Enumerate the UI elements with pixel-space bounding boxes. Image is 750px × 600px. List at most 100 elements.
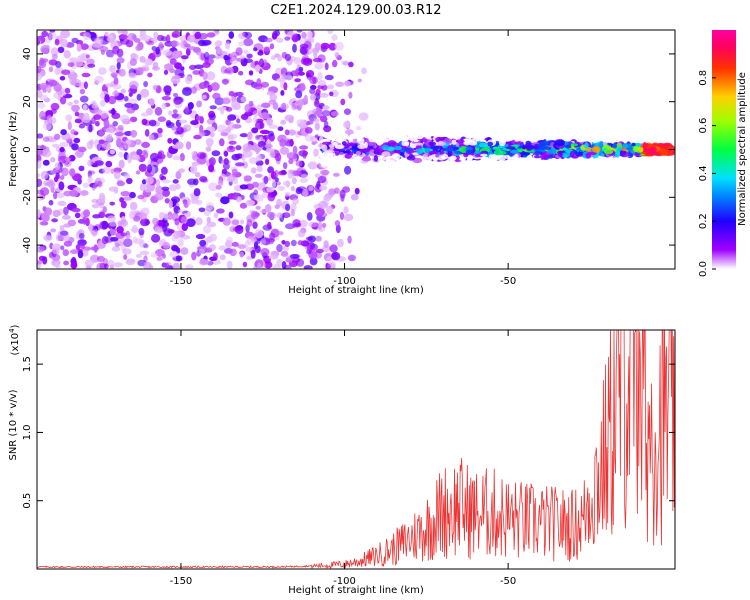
- spectrogram-cell: [187, 34, 196, 43]
- spectrogram-cell: [164, 91, 171, 96]
- spectrogram-cell: [282, 180, 291, 187]
- spectrogram-cell: [152, 66, 160, 71]
- spectrogram-cell: [157, 127, 163, 134]
- spectrogram-cell: [246, 219, 253, 227]
- spectrogram-cell: [309, 88, 316, 95]
- spectrogram-cell: [274, 177, 279, 183]
- spectrogram-cell: [175, 255, 182, 262]
- spectrogram-cell: [67, 101, 74, 107]
- spectrogram-cell: [525, 144, 533, 151]
- spectrogram-cell: [304, 126, 313, 134]
- spectrogram-cell: [327, 30, 334, 35]
- spectrogram-cell: [268, 254, 279, 260]
- spectrogram-cell: [631, 142, 636, 147]
- spectrogram-cell: [229, 57, 239, 65]
- spectrogram-cell: [227, 114, 237, 121]
- spectrogram-cell: [569, 150, 575, 158]
- spectrogram-cell: [169, 58, 177, 65]
- spectrogram-cell: [87, 175, 93, 184]
- spectrogram-cell: [344, 153, 352, 159]
- spectrogram-cell: [141, 179, 147, 185]
- spectrogram-cell: [277, 185, 285, 191]
- spectrogram-cell: [140, 112, 149, 117]
- spectrogram-cell: [116, 62, 121, 70]
- spectrogram-cell: [253, 47, 258, 52]
- spectrogram-cell: [80, 43, 89, 50]
- spectrogram-cell: [157, 116, 166, 122]
- spectrogram-cell: [126, 107, 135, 114]
- spectrogram-cell: [285, 223, 295, 230]
- spectrogram-cell: [287, 171, 294, 179]
- spectrogram-cell: [185, 141, 192, 150]
- spectrogram-cell: [167, 229, 175, 234]
- spectrogram-cell: [112, 83, 122, 90]
- spectrogram-cell: [79, 95, 89, 103]
- snr-frame: [36, 329, 676, 570]
- spectrogram-cell: [70, 129, 77, 135]
- spectrogram-cell: [83, 209, 91, 218]
- spectrogram-cell: [101, 220, 109, 230]
- spectrogram-cell: [145, 176, 154, 185]
- spectrogram-cell: [303, 94, 308, 103]
- spectrogram-cell: [162, 241, 171, 249]
- spectrogram-cell: [68, 69, 75, 74]
- spectrogram-cell: [172, 155, 181, 161]
- spectrogram-cell: [98, 67, 107, 75]
- spectrogram-cell: [253, 115, 258, 124]
- spectrogram-cell: [87, 63, 96, 68]
- spectrogram-cell: [259, 129, 270, 135]
- spectrogram-cell: [196, 100, 203, 108]
- spectrogram-cell: [48, 31, 57, 39]
- spectrogram-cell: [321, 110, 331, 117]
- spectrogram-cell: [314, 62, 324, 70]
- spectrogram-cell: [130, 227, 139, 232]
- spectrogram-cell: [247, 131, 253, 141]
- spectrogram-cell: [283, 82, 288, 91]
- spectrogram-cell: [124, 96, 129, 102]
- spectrogram-cell: [281, 261, 287, 269]
- spectrogram-cell: [71, 37, 79, 44]
- spectrogram-cell: [284, 129, 290, 136]
- spectrogram-cell: [394, 145, 402, 151]
- spectrogram-cell: [304, 37, 312, 42]
- spectrogram-cell: [172, 109, 178, 114]
- spectrogram-cell: [175, 141, 184, 150]
- spectrogram-cell: [461, 158, 466, 162]
- spectrogram-cell: [199, 258, 209, 266]
- x-tick-label: -150: [170, 576, 193, 587]
- spectrogram-cell: [212, 92, 221, 100]
- spectrogram-cell: [216, 48, 223, 55]
- spectrogram-cell: [309, 76, 318, 85]
- spectrogram-cell: [226, 145, 236, 153]
- spectrogram-cell: [250, 249, 256, 259]
- spectrogram-cell: [119, 197, 124, 203]
- spectrogram-cell: [42, 256, 48, 265]
- spectrogram-cell: [146, 40, 155, 46]
- spectrogram-cell: [349, 142, 355, 147]
- spectrogram-cell: [238, 70, 244, 76]
- spectrogram-cell: [239, 184, 249, 190]
- spectrogram-cell: [254, 83, 263, 90]
- spectrogram-cell: [246, 53, 253, 59]
- spectrogram-cell: [280, 119, 287, 125]
- spectrogram-cell: [191, 151, 197, 157]
- spectrogram-cell: [53, 191, 58, 200]
- spectrogram-cell: [135, 155, 141, 162]
- spectrogram-cell: [63, 50, 71, 59]
- spectrogram-cell: [269, 43, 275, 50]
- spectrogram-cell: [274, 204, 280, 209]
- spectrogram-cell: [172, 262, 181, 269]
- spectrogram-cell: [162, 189, 171, 197]
- spectrogram-cell: [180, 216, 188, 224]
- spectrogram-cell: [251, 127, 259, 134]
- spectrogram-cell: [226, 260, 233, 269]
- spectrogram-cell: [313, 118, 320, 123]
- spectrogram-cell: [74, 118, 82, 124]
- spectrogram-cell: [255, 134, 260, 141]
- spectrogram-cell: [143, 261, 150, 269]
- spectrogram-cell: [223, 51, 229, 55]
- spectrogram-cell: [50, 157, 56, 163]
- spectrogram-panel: -150 -100 -50 -40 -20 0 20 40 Height of straig…: [8, 29, 676, 296]
- spectrogram-cell: [130, 116, 138, 123]
- spectrogram-cell: [314, 42, 321, 51]
